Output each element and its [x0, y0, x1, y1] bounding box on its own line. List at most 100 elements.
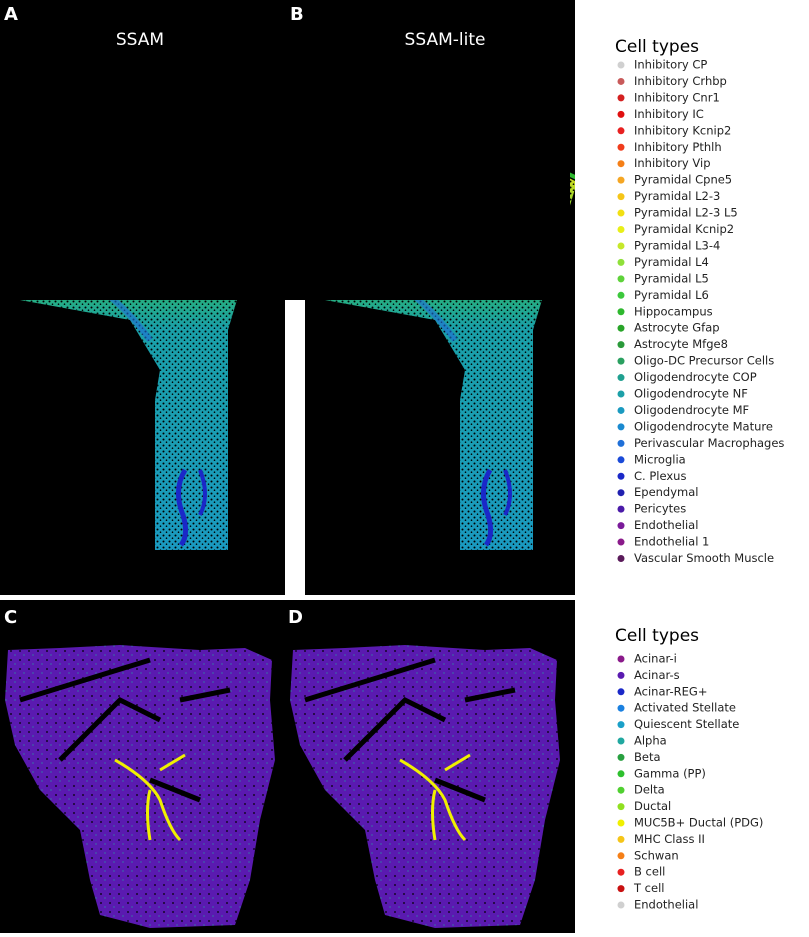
legend-swatch	[617, 127, 625, 135]
legend-swatch	[617, 555, 625, 562]
panel-image	[0, 0, 285, 933]
legend-swatch	[617, 852, 625, 860]
legend-label: Pyramidal L6	[634, 288, 709, 302]
legend-label: Ependymal	[634, 485, 698, 499]
legend-area	[575, 0, 809, 933]
panel-title: SSAM-lite	[405, 30, 486, 50]
legend-label: Acinar-REG+	[634, 684, 707, 698]
legend-label: Oligodendrocyte MF	[634, 403, 749, 417]
panel-label: B	[290, 4, 304, 25]
legend-swatch	[617, 209, 625, 217]
legend-label: Hippocampus	[634, 304, 713, 318]
legend-swatch	[617, 439, 625, 447]
legend-label: Pyramidal Cpne5	[634, 173, 732, 187]
panel-image	[285, 0, 575, 933]
panel-label: D	[288, 607, 303, 628]
legend-swatch	[617, 538, 625, 546]
legend-label: Acinar-i	[634, 652, 677, 666]
legend-swatch	[617, 275, 625, 283]
legend-swatch	[617, 489, 625, 497]
legend-swatch	[617, 242, 625, 250]
legend-swatch	[617, 835, 625, 843]
legend-label: Astrocyte Gfap	[634, 321, 720, 335]
panel-label: C	[4, 607, 17, 628]
legend-label: Oligo-DC Precursor Cells	[634, 354, 774, 368]
legend-swatch	[617, 671, 625, 679]
legend-label: Inhibitory Crhbp	[634, 74, 727, 88]
legend-label: Quiescent Stellate	[634, 717, 739, 731]
legend-swatch	[617, 472, 625, 480]
legend-title: Cell types	[615, 626, 699, 646]
legend-label: C. Plexus	[634, 469, 686, 483]
legend-swatch	[617, 786, 625, 794]
legend-label: Schwan	[634, 848, 679, 862]
legend-label: Endothelial	[634, 898, 698, 912]
legend-label: Activated Stellate	[634, 701, 736, 715]
legend-label: Pyramidal L2-3	[634, 189, 720, 203]
legend-title: Cell types	[615, 37, 699, 57]
legend-label: Endothelial 1	[634, 535, 709, 549]
legend-label: Pyramidal L3-4	[634, 238, 720, 252]
legend-label: Acinar-s	[634, 668, 680, 682]
legend-swatch	[617, 291, 625, 299]
legend-swatch	[617, 423, 625, 431]
legend-swatch	[617, 94, 625, 102]
legend-label: Beta	[634, 750, 661, 764]
legend-swatch	[617, 77, 625, 85]
legend-label: Delta	[634, 783, 665, 797]
legend-label: Inhibitory Pthlh	[634, 140, 722, 154]
legend-label: Pyramidal L2-3 L5	[634, 206, 738, 220]
legend-label: B cell	[634, 865, 665, 879]
legend-swatch	[617, 770, 625, 778]
legend-label: Gamma (PP)	[634, 766, 706, 780]
legend-swatch	[617, 456, 625, 464]
legend-swatch	[617, 61, 625, 69]
legend-label: Astrocyte Mfge8	[634, 337, 728, 351]
legend-swatch	[617, 803, 625, 811]
legend-swatch	[617, 110, 625, 118]
legend-label: Ductal	[634, 799, 671, 813]
legend-label: Microglia	[634, 452, 686, 466]
legend-swatch	[617, 901, 625, 909]
legend-swatch	[617, 721, 625, 729]
legend-label: Oligodendrocyte NF	[634, 387, 748, 401]
legend-label: Inhibitory CP	[634, 58, 707, 72]
legend-swatch	[617, 737, 625, 745]
legend-swatch	[617, 258, 625, 266]
legend-label: Alpha	[634, 734, 667, 748]
legend-swatch	[617, 374, 625, 382]
legend-label: Inhibitory IC	[634, 107, 704, 121]
legend-swatch	[617, 193, 625, 201]
legend-label: MHC Class II	[634, 832, 705, 846]
legend-swatch	[617, 143, 625, 151]
legend-label: Pyramidal L4	[634, 255, 709, 269]
legend-swatch	[617, 406, 625, 414]
legend-swatch	[617, 308, 625, 316]
legend-swatch	[617, 341, 625, 349]
legend-swatch	[617, 868, 625, 876]
panel-label: A	[4, 4, 18, 25]
legend-label: T cell	[633, 881, 664, 895]
legend-swatch	[617, 176, 625, 184]
legend-label: Oligodendrocyte Mature	[634, 419, 773, 433]
legend-label: Endothelial	[634, 518, 698, 532]
legend-swatch	[617, 688, 625, 696]
legend-label: Vascular Smooth Muscle	[634, 551, 774, 565]
legend-swatch	[617, 819, 625, 827]
legend-label: Pericytes	[634, 502, 686, 516]
legend-label: Pyramidal L5	[634, 271, 709, 285]
legend-swatch	[617, 324, 625, 332]
legend-swatch	[617, 357, 625, 365]
panel-title: SSAM	[116, 30, 164, 50]
legend-swatch	[617, 885, 625, 893]
legend-swatch	[617, 704, 625, 712]
legend-swatch	[617, 160, 625, 168]
legend-swatch	[617, 522, 625, 530]
legend-swatch	[617, 655, 625, 663]
legend-swatch	[617, 390, 625, 398]
legend-label: Pyramidal Kcnip2	[634, 222, 734, 236]
legend-swatch	[617, 226, 625, 233]
legend-label: Inhibitory Kcnip2	[634, 123, 731, 137]
